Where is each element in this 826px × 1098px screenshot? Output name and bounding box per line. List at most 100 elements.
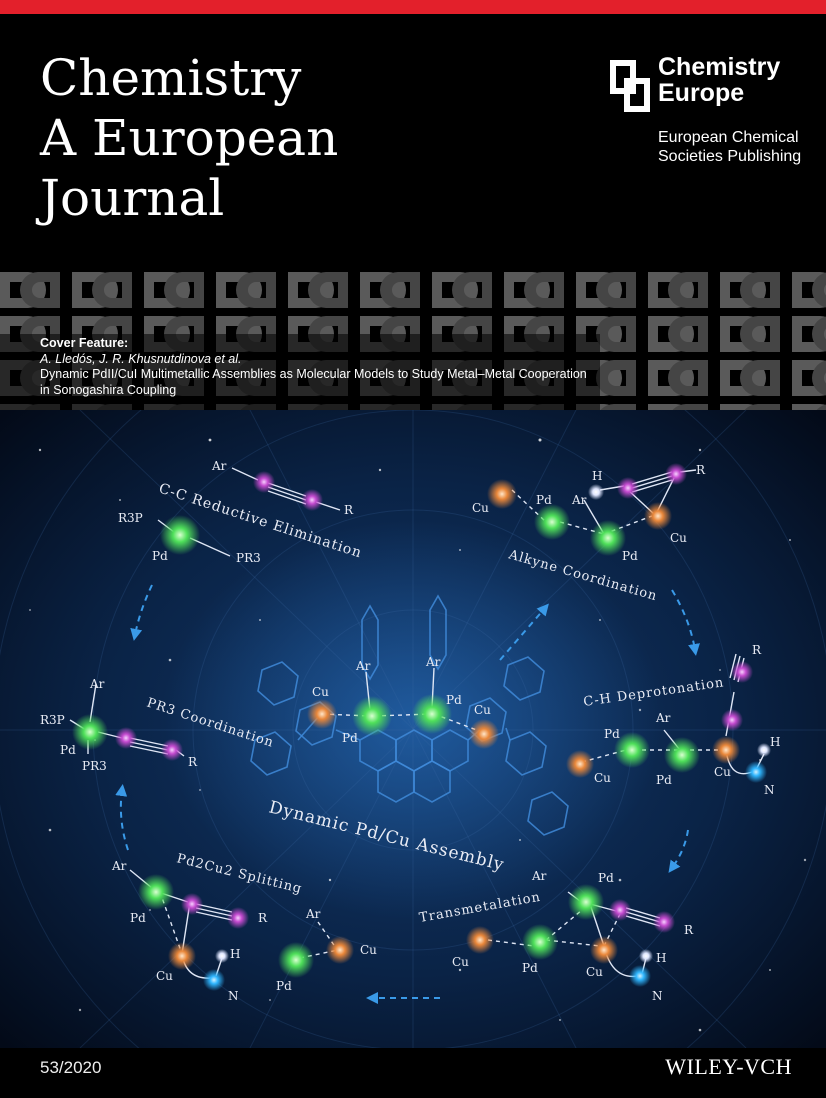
background-stars <box>29 438 807 1032</box>
copper-atom <box>168 942 196 970</box>
alkyne-carbon-atom <box>115 727 137 749</box>
label-pr3: PR3 <box>82 759 107 773</box>
label-pd: Pd <box>598 871 614 885</box>
arrow-6 <box>115 784 129 851</box>
publisher-name-line-1: Chemistry <box>658 53 781 81</box>
arrow-2 <box>499 603 549 661</box>
label-h: H <box>656 951 666 965</box>
label-ar: Ar <box>305 907 321 921</box>
journal-title: Chemistry A European Journal <box>40 48 338 228</box>
palladium-atom <box>534 504 570 540</box>
cover-feature-text: Cover Feature: A. Lledós, J. R. Khusnutd… <box>40 336 600 398</box>
label-ar: Ar <box>425 655 441 669</box>
label-cu: Cu <box>586 965 603 979</box>
alkyne-carbon-atom <box>161 739 183 761</box>
palladium-atom <box>352 696 392 736</box>
copper-atom <box>712 736 740 764</box>
publisher-wordmark: WILEY-VCH <box>665 1054 792 1079</box>
label-cu: Cu <box>312 685 329 699</box>
masthead: Chemistry A European Journal Chemistry E… <box>0 14 826 266</box>
publisher-subtitle-line-2: Societies Publishing <box>658 148 802 165</box>
chemistry-europe-logo-icon <box>610 60 650 112</box>
label-r: R <box>188 755 198 769</box>
label-pd: Pd <box>522 961 538 975</box>
palladium-atom <box>412 694 452 734</box>
label-n: N <box>764 783 775 797</box>
copper-atom <box>487 479 517 509</box>
palladium-atom <box>614 732 650 768</box>
copper-atom <box>326 936 354 964</box>
palladium-atom <box>590 520 626 556</box>
cover-feature-title-line-2: in Sonogashira Coupling <box>40 382 177 397</box>
copper-atom <box>566 750 594 778</box>
label-pd: Pd <box>60 743 76 757</box>
cover-artwork: C-C Reductive Elimination Alkyne Coordin… <box>0 410 826 1048</box>
label-cu: Cu <box>472 501 489 515</box>
hydrogen-atom <box>588 484 604 500</box>
palladium-atom <box>664 737 700 773</box>
label-cu: Cu <box>594 771 611 785</box>
alkyne-carbon-atom <box>665 463 687 485</box>
label-pd: Pd <box>342 731 358 745</box>
hydrogen-atom <box>639 949 653 963</box>
cover-feature-heading: Cover Feature: <box>40 336 129 350</box>
cover-feature-authors: A. Lledós, J. R. Khusnutdinova et al. <box>40 351 242 366</box>
atom-labels: Ar R R3P Pd PR3 Cu Pd Ar H R Pd Cu R Ar … <box>40 459 780 1003</box>
journal-title-line-3: Journal <box>40 169 225 227</box>
alkyne-carbon-atom <box>253 471 275 493</box>
label-r: R <box>344 503 354 517</box>
label-n: N <box>228 989 239 1003</box>
label-ar: Ar <box>655 711 671 725</box>
top-red-bar <box>0 0 826 14</box>
atoms <box>72 463 771 991</box>
arrow-4 <box>668 829 689 873</box>
label-pd: Pd <box>656 773 672 787</box>
label-pd: Pd <box>130 911 146 925</box>
label-pd: Pd <box>536 493 552 507</box>
copper-atom <box>469 719 499 749</box>
arrow-3 <box>671 589 700 656</box>
label-pd: Pd <box>622 549 638 563</box>
pattern-graphic <box>0 266 826 410</box>
palladium-atom <box>160 515 200 555</box>
hydrogen-atom <box>215 949 229 963</box>
label-cu: Cu <box>670 531 687 545</box>
copper-atom <box>590 936 618 964</box>
alkyne-carbon-atom <box>227 907 249 929</box>
decorative-pattern-band <box>0 266 826 410</box>
label-r: R <box>258 911 268 925</box>
journal-title-line-2: A European <box>40 109 339 167</box>
label-ar: Ar <box>355 659 371 673</box>
palladium-atom <box>278 942 314 978</box>
label-ar: Ar <box>571 493 587 507</box>
cycle-arrows <box>115 584 700 1004</box>
copper-atom <box>307 699 337 729</box>
label-ar: Ar <box>531 869 547 883</box>
label-r3p: R3P <box>118 511 143 525</box>
footer: 53/2020 WILEY-VCH <box>0 1048 826 1098</box>
label-h: H <box>770 735 780 749</box>
label-r: R <box>752 643 762 657</box>
label-h: H <box>592 469 602 483</box>
label-cu: Cu <box>156 969 173 983</box>
alkyne-carbon-atom <box>609 899 631 921</box>
cover-feature-title-line-1: Dynamic PdII/CuI Multimetallic Assemblie… <box>40 367 587 381</box>
label-r: R <box>696 463 706 477</box>
label-pd: Pd <box>446 693 462 707</box>
label-r: R <box>684 923 694 937</box>
label-pr3: PR3 <box>236 551 261 565</box>
publisher-name-line-2: Europe <box>658 79 745 107</box>
palladium-atom <box>522 924 558 960</box>
publisher-subtitle-line-1: European Chemical <box>658 129 799 146</box>
label-cu: Cu <box>452 955 469 969</box>
nitrogen-atom <box>203 969 225 991</box>
issue-number: 53/2020 <box>40 1058 102 1077</box>
arrow-1 <box>130 584 153 641</box>
copper-atom <box>644 502 672 530</box>
label-h: H <box>230 947 240 961</box>
alkyne-carbon-atom <box>301 489 323 511</box>
label-ar: Ar <box>111 859 127 873</box>
hydrogen-atom <box>757 743 771 757</box>
journal-title-line-1: Chemistry <box>40 49 302 107</box>
alkyne-carbon-atom <box>721 709 743 731</box>
